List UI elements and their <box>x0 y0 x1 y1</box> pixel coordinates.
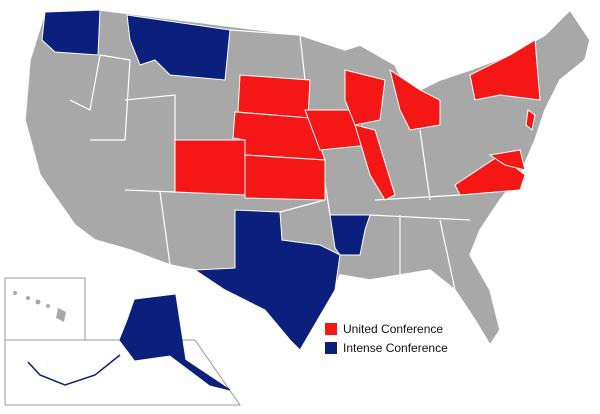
legend-label: United Conference <box>343 321 444 336</box>
state-illinois[interactable] <box>354 124 396 201</box>
hawaii <box>13 291 66 322</box>
state-montana[interactable] <box>126 14 231 81</box>
state-colorado[interactable] <box>174 139 246 196</box>
inset-frames <box>4 277 241 406</box>
state-wisconsin[interactable] <box>344 69 386 126</box>
legend-swatch-intense <box>325 341 337 354</box>
state-maryland[interactable] <box>488 149 526 171</box>
state-south-dakota[interactable] <box>237 74 311 119</box>
alaska[interactable] <box>27 294 231 391</box>
legend-item-intense: Intense Conference <box>325 338 448 357</box>
state-new-york[interactable] <box>469 39 541 101</box>
united-states <box>174 39 541 201</box>
state-kansas[interactable] <box>244 154 326 201</box>
state-borders <box>69 29 471 291</box>
legend: United Conference Intense Conference <box>325 319 448 357</box>
legend-swatch-united <box>325 322 337 335</box>
state-texas[interactable] <box>193 209 341 351</box>
state-arkansas[interactable] <box>329 214 371 256</box>
state-washington[interactable] <box>41 9 101 56</box>
legend-label: Intense Conference <box>343 340 448 355</box>
state-new-jersey[interactable] <box>525 109 536 131</box>
intense-states <box>41 9 371 351</box>
state-michigan[interactable] <box>389 68 441 131</box>
legend-item-united: United Conference <box>325 319 448 338</box>
